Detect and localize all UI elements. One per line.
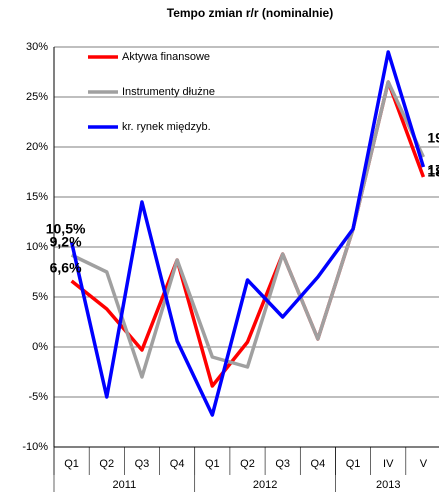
- x-tick-label: V: [420, 458, 428, 470]
- x-tick-label: Q4: [311, 458, 326, 470]
- y-tick-label: 25%: [26, 91, 48, 103]
- x-tick-label: Q1: [64, 458, 79, 470]
- x-tick-label: IV: [383, 458, 394, 470]
- value-label: 6,6%: [50, 260, 82, 276]
- legend-label: Aktywa finansowe: [122, 51, 210, 63]
- y-tick-label: 30%: [26, 41, 48, 53]
- y-tick-label: 10%: [26, 241, 48, 253]
- y-tick-label: 20%: [26, 141, 48, 153]
- chart-title: Tempo zmian r/r (nominalnie): [167, 6, 333, 20]
- x-group-label: 2012: [253, 479, 277, 491]
- x-tick-label: Q1: [205, 458, 220, 470]
- series-line: [69, 50, 426, 417]
- x-tick-label: Q3: [275, 458, 290, 470]
- x-tick-label: Q2: [240, 458, 255, 470]
- x-tick-label: Q2: [99, 458, 114, 470]
- y-tick-label: -5%: [28, 391, 48, 403]
- x-group-label: 2011: [113, 479, 137, 491]
- x-tick-label: Q4: [170, 458, 185, 470]
- value-label: 17: [427, 162, 439, 178]
- y-tick-label: -10%: [22, 441, 48, 453]
- x-tick-label: Q3: [135, 458, 150, 470]
- x-tick-label: Q1: [346, 458, 361, 470]
- value-label: 9,2%: [50, 234, 82, 250]
- series-line: [70, 80, 425, 379]
- value-label: 10,5%: [46, 221, 86, 237]
- value-label: 19: [427, 130, 439, 146]
- legend-label: kr. rynek międzyb.: [122, 121, 211, 133]
- value-label: 18: [427, 164, 439, 180]
- legend-label: Instrumenty dłużne: [122, 86, 215, 98]
- y-tick-label: 15%: [26, 191, 48, 203]
- x-group-label: 2013: [376, 479, 400, 491]
- y-tick-label: 5%: [32, 291, 48, 303]
- y-tick-label: 0%: [32, 341, 48, 353]
